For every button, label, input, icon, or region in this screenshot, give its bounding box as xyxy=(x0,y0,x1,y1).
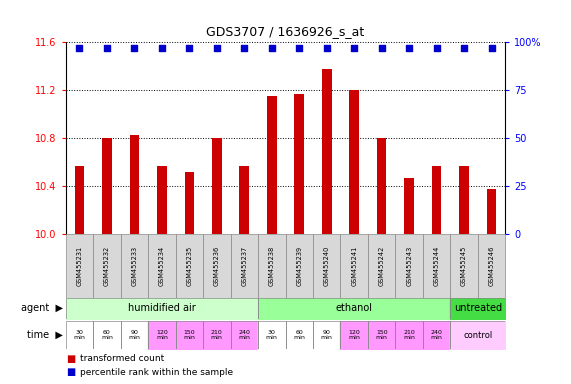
Point xyxy=(460,45,469,51)
Point xyxy=(322,45,331,51)
Point xyxy=(405,45,414,51)
Text: 120
min: 120 min xyxy=(348,329,360,341)
Text: time  ▶: time ▶ xyxy=(27,330,63,340)
Bar xyxy=(478,234,505,298)
Point xyxy=(212,45,222,51)
Bar xyxy=(231,234,258,298)
Point xyxy=(349,45,359,51)
Text: humidified air: humidified air xyxy=(128,303,196,313)
Text: 210
min: 210 min xyxy=(403,329,415,341)
Bar xyxy=(423,234,451,298)
Text: GSM455240: GSM455240 xyxy=(324,246,329,286)
Text: agent  ▶: agent ▶ xyxy=(21,303,63,313)
Text: GDS3707 / 1636926_s_at: GDS3707 / 1636926_s_at xyxy=(206,25,365,38)
Text: 30
min: 30 min xyxy=(74,329,85,341)
Text: 30
min: 30 min xyxy=(266,329,278,341)
Bar xyxy=(148,234,176,298)
Bar xyxy=(120,234,148,298)
Text: 120
min: 120 min xyxy=(156,329,168,341)
Text: control: control xyxy=(463,331,492,339)
Text: transformed count: transformed count xyxy=(80,354,164,363)
Text: untreated: untreated xyxy=(454,303,502,313)
Text: GSM455232: GSM455232 xyxy=(104,246,110,286)
Point xyxy=(157,45,166,51)
Point xyxy=(130,45,139,51)
Text: percentile rank within the sample: percentile rank within the sample xyxy=(80,368,233,377)
Bar xyxy=(239,166,249,234)
Text: 90
min: 90 min xyxy=(321,329,333,341)
Bar xyxy=(404,178,414,234)
Text: 60
min: 60 min xyxy=(293,329,305,341)
Text: GSM455236: GSM455236 xyxy=(214,246,220,286)
Text: 240
min: 240 min xyxy=(238,329,250,341)
Text: GSM455239: GSM455239 xyxy=(296,246,302,286)
Point xyxy=(432,45,441,51)
Text: GSM455244: GSM455244 xyxy=(433,246,440,286)
Bar xyxy=(368,234,395,298)
Text: GSM455231: GSM455231 xyxy=(77,246,82,286)
Bar xyxy=(184,172,194,234)
Bar xyxy=(395,234,423,298)
Text: 150
min: 150 min xyxy=(376,329,388,341)
Bar xyxy=(377,138,387,234)
Text: ■: ■ xyxy=(66,367,75,377)
Text: GSM455241: GSM455241 xyxy=(351,246,357,286)
Text: GSM455242: GSM455242 xyxy=(379,246,385,286)
Bar xyxy=(295,94,304,234)
Bar xyxy=(75,166,84,234)
Text: GSM455243: GSM455243 xyxy=(406,246,412,286)
Point xyxy=(75,45,84,51)
Text: GSM455238: GSM455238 xyxy=(269,246,275,286)
Bar xyxy=(258,234,286,298)
Point xyxy=(295,45,304,51)
Bar xyxy=(267,96,276,234)
Bar xyxy=(340,234,368,298)
Bar xyxy=(451,234,478,298)
Bar xyxy=(212,138,222,234)
Point xyxy=(267,45,276,51)
Bar xyxy=(102,138,112,234)
Text: GSM455237: GSM455237 xyxy=(242,246,247,286)
Bar xyxy=(66,234,93,298)
Text: 60
min: 60 min xyxy=(101,329,113,341)
Text: GSM455234: GSM455234 xyxy=(159,246,165,286)
Point xyxy=(487,45,496,51)
Bar xyxy=(286,234,313,298)
Text: 210
min: 210 min xyxy=(211,329,223,341)
Text: GSM455233: GSM455233 xyxy=(131,246,138,286)
Point xyxy=(377,45,386,51)
Bar xyxy=(157,166,167,234)
Point xyxy=(185,45,194,51)
Bar xyxy=(93,234,120,298)
Bar xyxy=(322,69,332,234)
Point xyxy=(102,45,111,51)
Text: ethanol: ethanol xyxy=(336,303,373,313)
Point xyxy=(240,45,249,51)
Text: GSM455235: GSM455235 xyxy=(186,246,192,286)
Bar xyxy=(432,166,441,234)
Text: 90
min: 90 min xyxy=(128,329,140,341)
Bar xyxy=(313,234,340,298)
Bar xyxy=(349,90,359,234)
Bar xyxy=(459,166,469,234)
Bar xyxy=(130,135,139,234)
Bar xyxy=(487,189,496,234)
Text: 150
min: 150 min xyxy=(183,329,195,341)
Text: 240
min: 240 min xyxy=(431,329,443,341)
Text: GSM455245: GSM455245 xyxy=(461,246,467,286)
Bar xyxy=(203,234,231,298)
Text: GSM455246: GSM455246 xyxy=(489,246,494,286)
Text: ■: ■ xyxy=(66,354,75,364)
Bar xyxy=(176,234,203,298)
